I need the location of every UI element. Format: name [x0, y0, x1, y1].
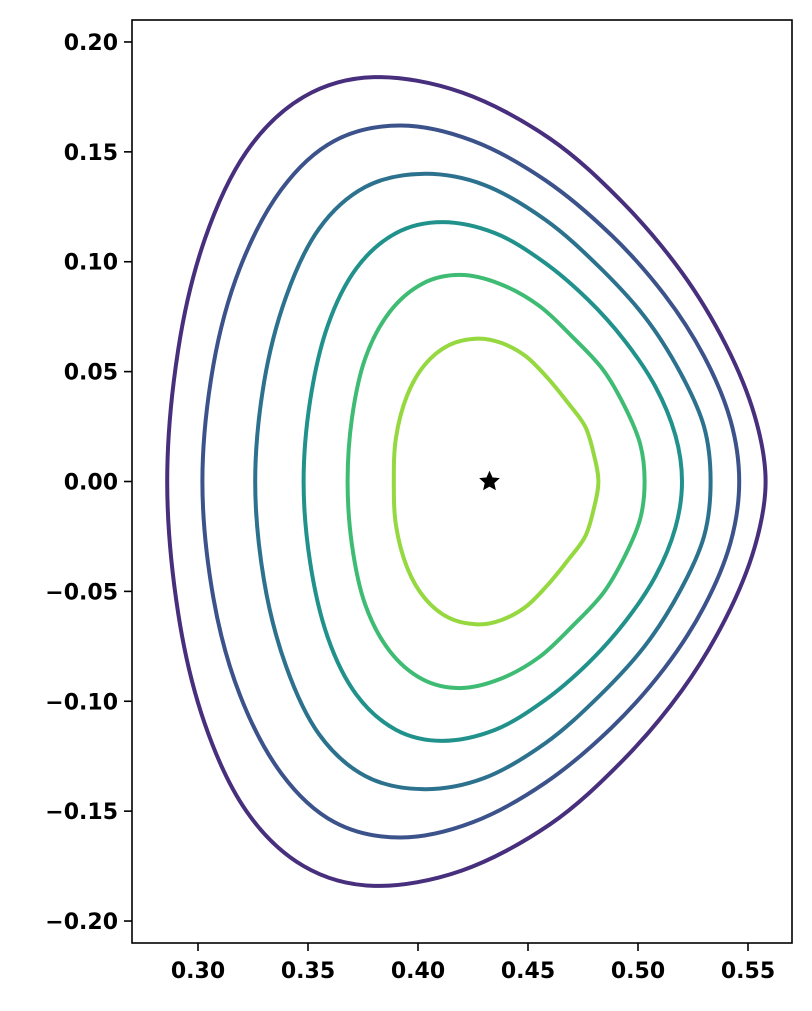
magnetic-axis-star-icon [479, 470, 500, 491]
contour-line-3 [253, 171, 713, 792]
magnetic-axis-marker-group [479, 470, 500, 491]
x-tick-label: 0.45 [501, 959, 555, 984]
y-tick-label: 0.20 [64, 31, 118, 56]
contour-line-5 [345, 272, 647, 691]
y-tick-label: 0.10 [64, 251, 118, 276]
x-tick-label: 0.50 [611, 959, 665, 984]
contour-lines [165, 75, 768, 888]
x-tick-label: 0.35 [281, 959, 335, 984]
x-tick-label: 0.40 [391, 959, 445, 984]
y-tick-label: 0.00 [64, 471, 118, 496]
x-tick-label: 0.30 [171, 959, 225, 984]
y-tick-label: 0.15 [64, 141, 118, 166]
y-tick-label: 0.05 [64, 361, 118, 386]
y-tick-label: −0.20 [45, 910, 118, 935]
y-tick-label: −0.05 [45, 580, 118, 605]
contour-line-4 [301, 220, 684, 743]
contour-line-2 [200, 123, 742, 840]
y-tick-label: −0.15 [45, 800, 118, 825]
y-axis: 0.20 0.15 0.10 0.05 0.00 −0.05 −0.10 −0.15 −0.20 [45, 31, 132, 935]
x-tick-label: 0.55 [721, 959, 775, 984]
x-axis: 0.30 0.35 0.40 0.45 0.50 0.55 [171, 943, 775, 984]
y-tick-label: −0.10 [45, 690, 118, 715]
contour-line-1 [165, 75, 768, 888]
contour-line-6 [391, 336, 601, 627]
